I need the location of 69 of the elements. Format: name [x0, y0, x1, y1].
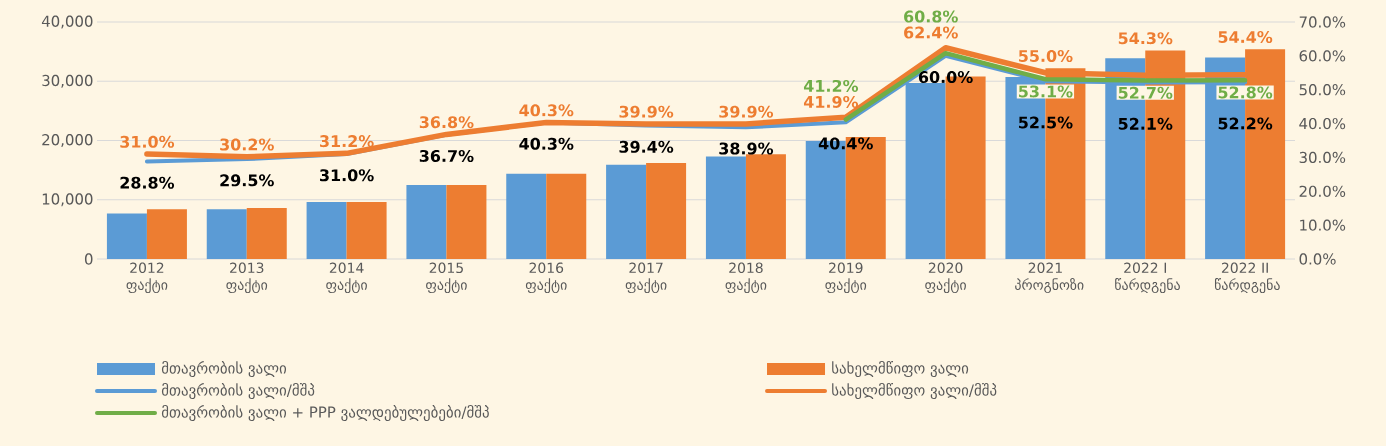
- bar: [606, 164, 647, 259]
- x-tick-label: 2020 ფაქტი: [925, 262, 966, 294]
- data-label: 31.2%: [320, 135, 374, 148]
- y-tick-label: 10,000: [42, 193, 93, 207]
- legend-label: მთავრობის ვალი: [161, 360, 287, 378]
- legend-label: სახელმწიფო ვალი/მშპ: [832, 382, 997, 400]
- data-label: 53.1%: [1019, 85, 1073, 98]
- y-tick-label: 20,000: [42, 134, 93, 147]
- y2-tick-label: 50.0%: [1299, 84, 1346, 96]
- y-tick-label: 0: [84, 253, 93, 265]
- x-tick-label: 2016 ფაქტი: [525, 262, 567, 294]
- y2-tick-label: 0.0%: [1299, 253, 1336, 265]
- bar: [705, 156, 746, 259]
- data-label: 52.8%: [1218, 86, 1273, 99]
- bar: [346, 202, 387, 259]
- x-tick-label: 2018 ფაქტი: [725, 262, 767, 294]
- x-tick-label: 2014 ფაქტი: [326, 262, 367, 294]
- legend-label: მთავრობის ვალი + PPP ვალდებულებები/მშპ: [161, 404, 489, 422]
- y2-tick-label: 60.0%: [1299, 50, 1346, 62]
- bar: [546, 173, 587, 259]
- data-label: 36.8%: [419, 116, 474, 129]
- data-label: 31.0%: [320, 169, 374, 182]
- data-label: 55.0%: [1019, 49, 1073, 63]
- y2-tick-label: 40.0%: [1299, 117, 1346, 130]
- data-label: 29.5%: [220, 174, 274, 187]
- data-label: 60.8%: [904, 10, 958, 23]
- y2-tick-label: 30.0%: [1299, 151, 1346, 164]
- x-tick-label: 2013 ფაქტი: [226, 262, 268, 294]
- data-label: 30.2%: [220, 138, 274, 151]
- data-label: 28.8%: [120, 176, 175, 189]
- data-label: 41.9%: [803, 95, 859, 108]
- bar: [406, 184, 447, 259]
- data-label: 40.3%: [519, 104, 574, 117]
- x-tick-label: 2019 ფაქტი: [825, 262, 867, 294]
- legend-label: სახელმწიფო ვალი: [832, 360, 969, 378]
- bar: [106, 213, 147, 259]
- x-tick-label: 2022 I წარდგენა: [1115, 262, 1180, 294]
- data-label: 40.3%: [519, 137, 574, 150]
- bar: [745, 154, 786, 259]
- data-label: 54.4%: [1218, 31, 1273, 44]
- y2-tick-label: 20.0%: [1299, 185, 1346, 197]
- data-label: 38.9%: [719, 142, 774, 155]
- y-tick-label: 30,000: [42, 74, 93, 88]
- bar: [646, 163, 687, 259]
- bar: [506, 173, 547, 259]
- bar: [446, 184, 487, 259]
- bar: [146, 209, 187, 259]
- bar: [306, 202, 347, 259]
- y-tick-label: 40,000: [41, 15, 93, 29]
- data-label: 60.0%: [918, 71, 973, 84]
- x-tick-label: 2017 ფაქტი: [625, 262, 667, 294]
- data-label: 54.3%: [1118, 32, 1173, 45]
- data-label: 36.7%: [419, 149, 474, 162]
- y2-tick-label: 10.0%: [1300, 219, 1346, 231]
- x-tick-label: 2022 II წარდგენა: [1214, 262, 1280, 294]
- x-tick-label: 2021 პროგნოზი: [1015, 262, 1084, 294]
- data-label: 62.4%: [904, 26, 958, 39]
- bar: [206, 209, 247, 259]
- legend-label: მთავრობის ვალი/მშპ: [161, 382, 315, 400]
- data-label: 39.9%: [619, 105, 674, 118]
- x-tick-label: 2015 ფაქტი: [426, 262, 467, 294]
- data-label: 41.2%: [803, 79, 859, 92]
- x-tick-label: 2012 ფაქტი: [126, 262, 168, 294]
- data-label: 39.9%: [719, 105, 774, 118]
- data-label: 39.4%: [619, 140, 674, 153]
- data-label: 31.0%: [120, 135, 175, 148]
- y2-tick-label: 70.0%: [1299, 16, 1346, 28]
- data-label: 52.7%: [1118, 86, 1173, 99]
- bar: [246, 208, 287, 259]
